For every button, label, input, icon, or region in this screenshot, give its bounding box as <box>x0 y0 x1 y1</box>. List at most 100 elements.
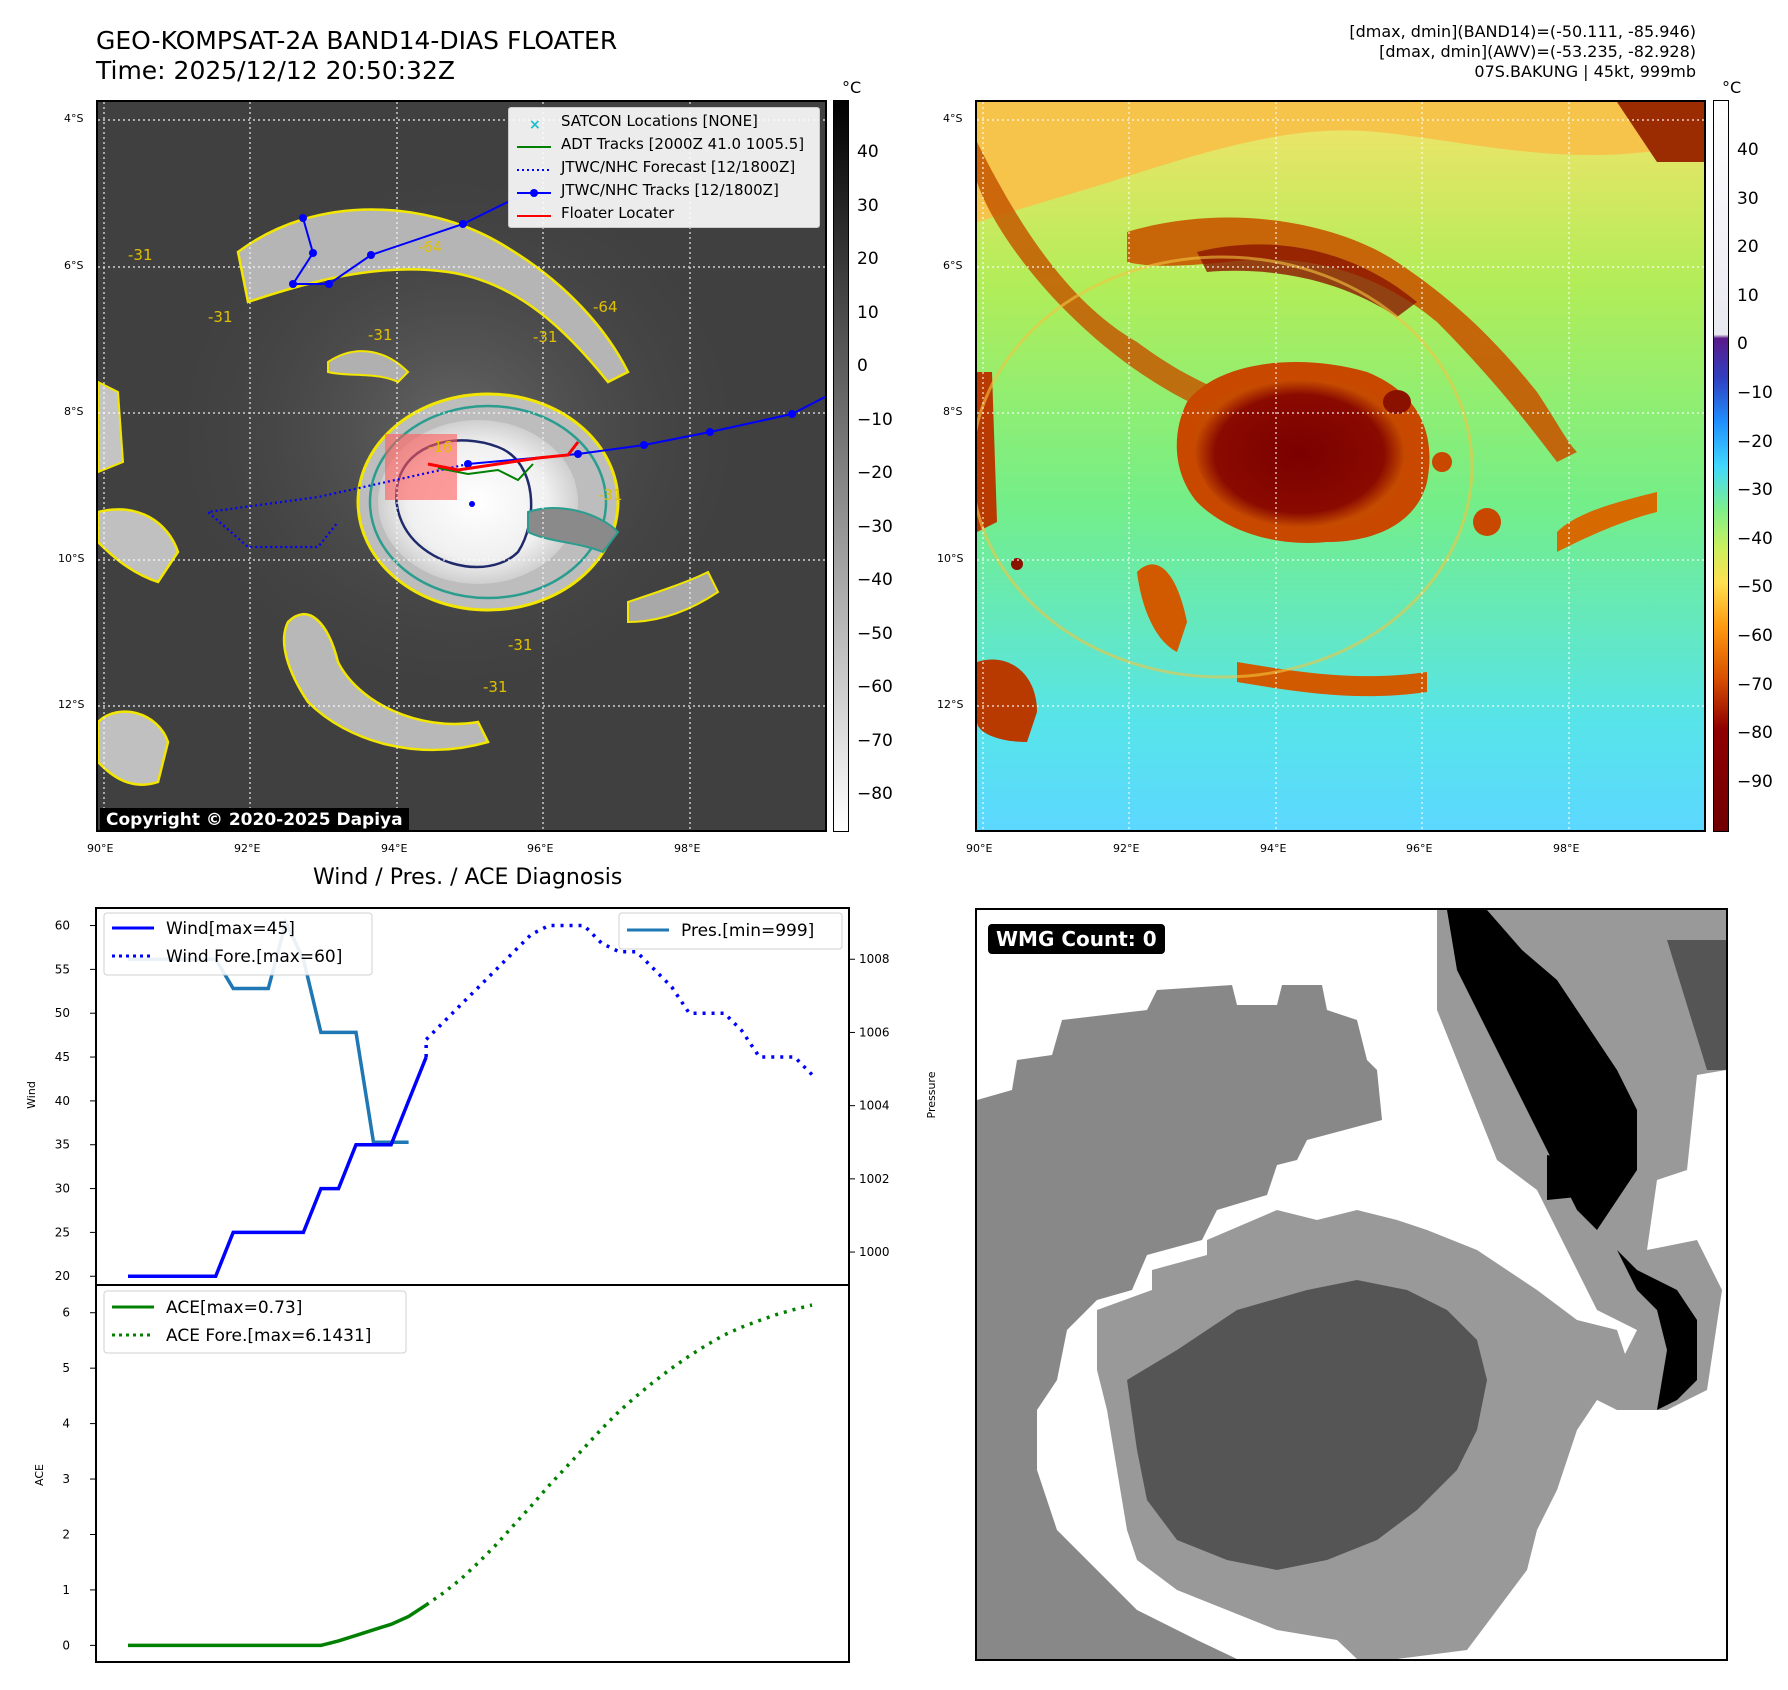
colorbar-tick: −60 <box>1737 626 1773 646</box>
pressure-tick-label: 1000 <box>859 1245 890 1259</box>
wind-tick-label: 35 <box>55 1138 70 1152</box>
legend-label: SATCON Locations [NONE] <box>561 112 758 130</box>
lat-tick: 12°S <box>58 698 85 711</box>
ace-tick-label: 6 <box>62 1306 70 1320</box>
ace-tick-label: 5 <box>62 1361 70 1375</box>
wmg-classification-map: WMG Count: 0 <box>975 908 1728 1661</box>
diagnosis-title: Wind / Pres. / ACE Diagnosis <box>313 865 623 890</box>
legend-label: Floater Locater <box>561 204 675 222</box>
lat-tick: 12°S <box>937 698 964 711</box>
ace-tick-label: 0 <box>62 1638 70 1652</box>
lat-tick: 4°S <box>943 112 963 125</box>
lon-tick: 90°E <box>966 842 993 855</box>
contour-label: -31 <box>508 636 533 654</box>
lon-tick: 92°E <box>234 842 261 855</box>
ir-colorbar-unit: °C <box>842 78 862 97</box>
lon-tick: 96°E <box>527 842 554 855</box>
legend-item-adt: ADT Tracks [2000Z 41.0 1005.5] <box>517 133 811 156</box>
contour-label: -31 <box>368 326 393 344</box>
colorbar-tick: 30 <box>857 195 879 216</box>
wind-axis-label: Wind <box>25 1081 38 1109</box>
legend-label: JTWC/NHC Tracks [12/1800Z] <box>561 181 779 199</box>
ace-axis-label: ACE <box>33 1464 46 1486</box>
colorbar-tick: −80 <box>857 784 893 804</box>
colorbar-tick: 10 <box>857 302 879 323</box>
satcon-x-icon: × <box>517 115 551 133</box>
color-map-svg <box>977 102 1704 830</box>
wind-tick-label: 45 <box>55 1050 70 1064</box>
legend-label: Wind[max=45] <box>166 919 295 939</box>
legend-label: ADT Tracks [2000Z 41.0 1005.5] <box>561 135 805 153</box>
legend-label: JTWC/NHC Forecast [12/1800Z] <box>561 158 796 176</box>
line-dot-icon <box>517 184 551 198</box>
legend-item-jtwc-forecast: JTWC/NHC Forecast [12/1800Z] <box>517 156 811 179</box>
info-line-2: [dmax, dmin](AWV)=(-53.235, -82.928) <box>1379 42 1696 61</box>
colorbar-tick: 30 <box>1737 188 1759 209</box>
lon-tick: 90°E <box>87 842 114 855</box>
legend-label: Wind Fore.[max=60] <box>166 947 342 967</box>
wind-tick-label: 20 <box>55 1269 70 1283</box>
colorbar-tick: 20 <box>1737 237 1759 258</box>
series-line <box>424 923 814 1076</box>
pressure-tick-label: 1004 <box>859 1099 890 1113</box>
colorbar-tick: 0 <box>1737 334 1748 355</box>
lon-tick: 98°E <box>1553 842 1580 855</box>
colorbar-tick: −70 <box>1737 674 1773 695</box>
series-line <box>425 1303 813 1607</box>
ir-map-legend: × SATCON Locations [NONE] ADT Tracks [20… <box>508 107 820 228</box>
solid-line-icon <box>517 207 551 221</box>
colorbar-tick: −20 <box>1737 431 1773 452</box>
colorbar-tick: −40 <box>1737 528 1773 549</box>
lat-tick: 8°S <box>64 405 84 418</box>
legend-label: ACE Fore.[max=6.1431] <box>166 1326 371 1346</box>
lat-tick: 6°S <box>64 259 84 272</box>
lat-tick: 10°S <box>937 552 964 565</box>
colorbar-tick: −70 <box>857 730 893 751</box>
lon-tick: 98°E <box>674 842 701 855</box>
colorbar-tick: 40 <box>857 142 879 162</box>
floater-locater-line <box>427 441 580 472</box>
contour-label: -64 <box>593 298 618 316</box>
ace-tick-label: 4 <box>62 1417 70 1431</box>
contour-label: -31 <box>208 308 233 326</box>
contour-label: -31 <box>483 678 508 696</box>
wind-tick-label: 25 <box>55 1225 70 1239</box>
wind-tick-label: 40 <box>55 1094 70 1108</box>
legend-label: Pres.[min=999] <box>681 921 814 941</box>
info-line-1: [dmax, dmin](BAND14)=(-50.111, -85.946) <box>1349 22 1696 41</box>
pressure-legend: Pres.[min=999] <box>618 912 843 950</box>
series-line <box>128 1603 428 1648</box>
adt-track <box>437 463 534 482</box>
legend-item-satcon: × SATCON Locations [NONE] <box>517 110 811 133</box>
legend-item-floater: Floater Locater <box>517 202 811 225</box>
lat-tick: 4°S <box>64 112 84 125</box>
colorbar-tick: −20 <box>857 463 893 483</box>
svg-text:×: × <box>529 117 541 131</box>
colorbar-tick: −40 <box>857 570 893 590</box>
series-line <box>128 1056 428 1278</box>
contour-label: -64 <box>418 238 443 256</box>
colorbar-tick: −30 <box>857 516 893 537</box>
colorbar-tick: 40 <box>1737 140 1759 160</box>
ace-tick-label: 3 <box>62 1472 70 1486</box>
colorbar-tick: −50 <box>1737 577 1773 598</box>
ir-colorbar <box>833 100 849 832</box>
pressure-tick-label: 1006 <box>859 1025 890 1039</box>
legend-item-jtwc-tracks: JTWC/NHC Tracks [12/1800Z] <box>517 179 811 202</box>
contour-label: -31 <box>533 328 558 346</box>
title-line-2: Time: 2025/12/12 20:50:32Z <box>96 56 455 85</box>
storm-info: [dmax, dmin](BAND14)=(-50.111, -85.946) … <box>1349 22 1696 82</box>
lat-tick: 6°S <box>943 259 963 272</box>
ir-satellite-map: -31 -64 -31 -31 -31 -64 -16 -31 -31 -31 … <box>96 100 827 832</box>
wmg-count-badge: WMG Count: 0 <box>988 924 1165 954</box>
color-colorbar <box>1713 100 1729 832</box>
pressure-axis-label: Pressure <box>925 1071 938 1118</box>
pressure-tick-label: 1008 <box>859 952 890 966</box>
colorbar-tick: 0 <box>857 356 868 376</box>
wind-legend: Wind[max=45] Wind Fore.[max=60] <box>103 912 373 976</box>
wmg-map-svg <box>977 910 1726 1659</box>
colorbar-tick: −60 <box>857 677 893 697</box>
figure-title: GEO-KOMPSAT-2A BAND14-DIAS FLOATER Time:… <box>96 26 617 86</box>
wind-tick-label: 50 <box>55 1006 70 1020</box>
